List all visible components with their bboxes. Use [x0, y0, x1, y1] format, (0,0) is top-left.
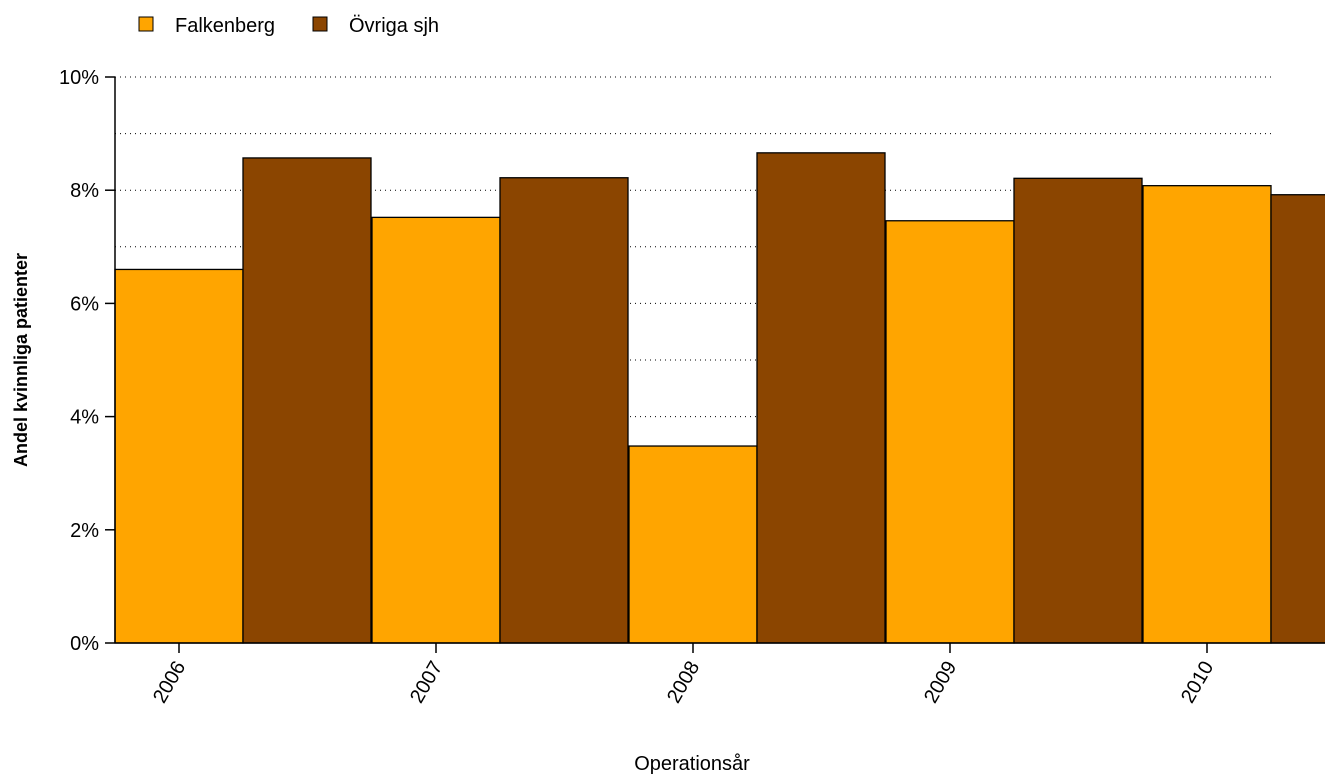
legend: Falkenberg Övriga sjh	[138, 15, 439, 37]
y-tick-label: 2%	[70, 520, 99, 542]
y-axis-title: Andel kvinnliga patienter	[11, 253, 31, 467]
bar-2009-ovriga-sjh	[1013, 177, 1143, 644]
bar-2007-ovriga-sjh	[499, 177, 629, 644]
x-axis-title: Operationsår	[634, 753, 750, 774]
y-tick-label: 8%	[70, 180, 99, 202]
x-tick-label: 2009	[920, 658, 961, 708]
x-tick-label: 2006	[149, 658, 190, 708]
y-tick-label: 4%	[70, 407, 99, 429]
bar-2010-ovriga-sjh	[1270, 194, 1325, 644]
legend-label-falkenberg: Falkenberg	[175, 15, 275, 37]
bar-2009-falkenberg	[885, 220, 1015, 644]
bar-2008-ovriga-sjh	[756, 152, 886, 644]
legend-label-ovriga-sjh: Övriga sjh	[349, 15, 439, 37]
y-tick-label: 10%	[59, 67, 99, 89]
x-tick-label: 2007	[406, 658, 447, 708]
bars	[114, 152, 1325, 644]
x-tick-label: 2008	[663, 658, 704, 708]
legend-swatch-falkenberg	[138, 16, 154, 32]
bar-2010-falkenberg	[1142, 185, 1272, 644]
y-tick-label: 0%	[70, 633, 99, 655]
bar-2006-ovriga-sjh	[242, 157, 372, 644]
x-tick-label: 2010	[1177, 658, 1218, 708]
y-tick-label: 6%	[70, 293, 99, 315]
legend-swatch-ovriga-sjh	[312, 16, 328, 32]
bar-2006-falkenberg	[114, 268, 244, 644]
bar-2008-falkenberg	[628, 445, 758, 644]
bar-2007-falkenberg	[371, 216, 501, 644]
